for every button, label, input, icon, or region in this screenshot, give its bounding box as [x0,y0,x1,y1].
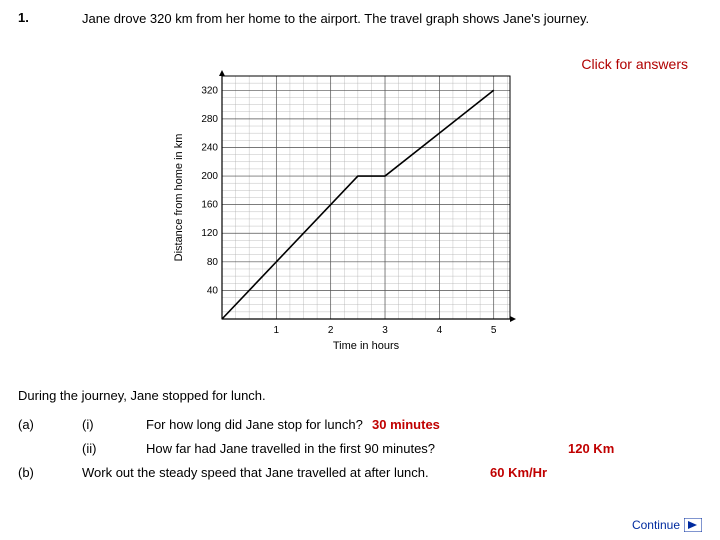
svg-text:2: 2 [328,325,334,336]
part-a-ii-label: (ii) [82,441,96,456]
svg-text:4: 4 [437,325,443,336]
chart-svg: 40 80 120 160 200 240 280 320 1 2 3 4 5 Distance from… [168,68,518,353]
question-number: 1. [18,10,29,25]
part-a-ii-answer: 120 Km [568,441,614,456]
svg-text:5: 5 [491,325,497,336]
svg-text:320: 320 [201,85,218,96]
continue-button[interactable]: Continue [632,518,702,532]
part-b-answer: 60 Km/Hr [490,465,547,480]
svg-text:Distance from home in km: Distance from home in km [173,134,185,262]
svg-text:80: 80 [207,257,219,268]
travel-graph-chart: 40 80 120 160 200 240 280 320 1 2 3 4 5 Distance from… [168,68,518,353]
part-a-label: (a) [18,417,34,432]
click-for-answers-link[interactable]: Click for answers [581,55,688,74]
during-text: During the journey, Jane stopped for lun… [18,388,702,403]
part-a-i-label: (i) [82,417,94,432]
svg-text:40: 40 [207,285,219,296]
part-a-i-text: For how long did Jane stop for lunch? [146,417,363,432]
svg-text:240: 240 [201,142,218,153]
svg-text:3: 3 [382,325,388,336]
part-a-ii-text: How far had Jane travelled in the first … [146,441,435,456]
continue-label: Continue [632,518,680,532]
arrow-right-icon [684,518,702,532]
svg-text:160: 160 [201,200,218,211]
part-b-text: Work out the steady speed that Jane trav… [82,465,429,480]
svg-text:120: 120 [201,228,218,239]
svg-text:280: 280 [201,114,218,125]
svg-text:200: 200 [201,171,218,182]
svg-text:1: 1 [274,325,280,336]
part-b-label: (b) [18,465,34,480]
svg-text:Time in hours: Time in hours [333,340,400,352]
part-a-i-answer: 30 minutes [372,417,440,432]
question-prompt: Jane drove 320 km from her home to the a… [82,10,612,28]
